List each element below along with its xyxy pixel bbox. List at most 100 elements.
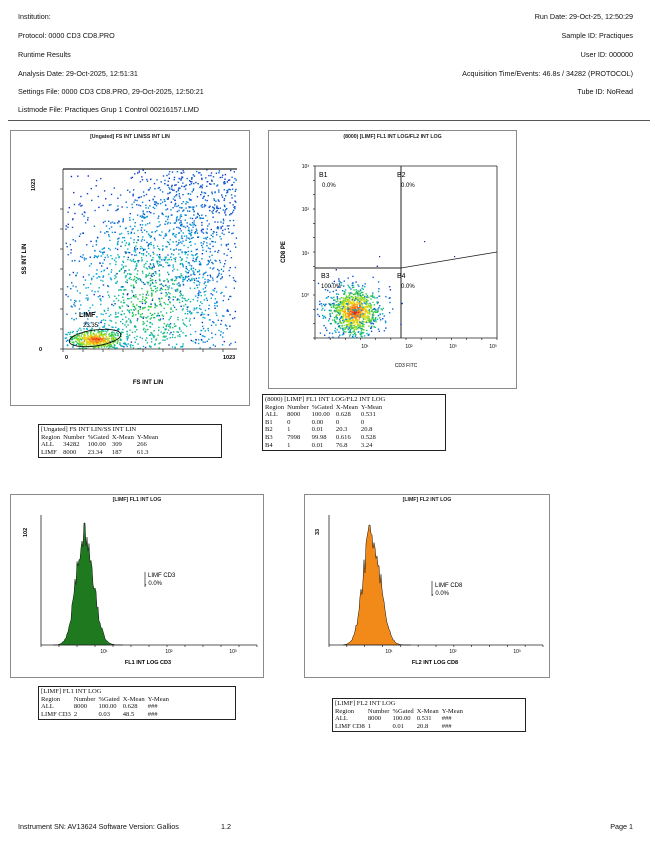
y-max-tick: 1023	[31, 179, 37, 191]
event-dot	[149, 205, 151, 207]
event-dot	[177, 204, 180, 207]
event-dot	[67, 223, 69, 225]
event-dot	[169, 327, 171, 329]
event-dot	[199, 172, 201, 174]
event-dot	[190, 234, 192, 237]
event-dot	[152, 298, 154, 300]
event-dot	[193, 182, 195, 185]
event-dot	[164, 258, 167, 260]
event-dot	[342, 318, 344, 320]
event-dot	[177, 189, 180, 191]
event-dot	[103, 333, 106, 335]
event-dot	[76, 338, 78, 340]
event-dot	[71, 260, 73, 262]
event-dot	[181, 262, 183, 265]
event-dot	[189, 324, 192, 326]
event-dot	[203, 283, 205, 285]
event-dot	[168, 186, 170, 189]
event-dot	[219, 176, 221, 179]
event-dot	[343, 307, 345, 309]
event-dot	[355, 311, 357, 313]
event-dot	[336, 314, 338, 316]
event-dot	[78, 343, 80, 345]
event-dot	[98, 206, 100, 209]
x-tick-3: 10³	[449, 344, 457, 350]
event-dot	[184, 303, 187, 306]
event-dot	[145, 193, 148, 196]
event-dot	[214, 221, 216, 223]
event-dot	[109, 249, 111, 251]
event-dot	[223, 219, 225, 222]
runtime-results-label: Runtime Results	[18, 50, 71, 59]
event-dot	[344, 327, 346, 329]
event-dot	[94, 346, 96, 349]
event-dot	[158, 221, 160, 223]
event-dot	[199, 263, 201, 266]
event-dot	[70, 305, 72, 307]
event-dot	[210, 293, 212, 295]
event-dot	[212, 321, 214, 323]
event-dot	[155, 287, 157, 290]
event-dot	[122, 292, 124, 295]
event-dot	[339, 313, 341, 315]
event-dot	[88, 274, 90, 276]
event-dot	[158, 326, 160, 329]
event-dot	[203, 196, 205, 198]
event-dot	[177, 331, 179, 333]
event-dot	[131, 228, 133, 231]
event-dot	[217, 275, 219, 277]
event-dot	[134, 269, 136, 271]
event-dot	[191, 237, 193, 239]
event-dot	[348, 303, 350, 305]
event-dot	[349, 286, 351, 289]
event-dot	[78, 347, 80, 349]
event-dot	[351, 314, 353, 317]
table-row: ALL 34282 100.00 309 266	[41, 441, 147, 449]
event-dot	[192, 267, 195, 269]
event-dot	[161, 259, 163, 261]
event-dot	[180, 172, 182, 174]
event-dot	[176, 283, 178, 285]
event-dot	[148, 253, 150, 255]
event-dot	[116, 272, 118, 275]
event-dot	[204, 317, 206, 319]
event-dot	[109, 239, 111, 242]
event-dot	[344, 328, 346, 330]
event-dot	[123, 302, 126, 304]
event-dot	[173, 323, 176, 325]
event-dot	[135, 314, 137, 316]
event-dot	[121, 264, 123, 266]
event-dot	[365, 309, 367, 311]
event-dot	[143, 264, 145, 266]
event-dot	[89, 337, 91, 339]
event-dot	[146, 260, 148, 263]
event-dot	[170, 307, 172, 309]
event-dot	[359, 314, 362, 316]
event-dot	[232, 209, 235, 211]
event-dot	[83, 311, 86, 314]
event-dot	[155, 338, 158, 340]
event-dot	[181, 275, 183, 277]
event-dot	[221, 276, 223, 279]
event-dot	[186, 308, 188, 311]
event-dot	[190, 267, 192, 270]
event-dot	[335, 315, 337, 318]
event-dot	[347, 318, 349, 320]
event-dot	[161, 213, 163, 215]
table-row: ALL 8000 100.00 0.628 0.531	[265, 411, 376, 419]
event-dot	[156, 289, 158, 292]
event-dot	[129, 334, 131, 336]
event-dot	[121, 331, 123, 333]
event-dot	[335, 269, 337, 271]
event-dot	[147, 305, 150, 308]
event-dot	[69, 274, 71, 276]
event-dot	[347, 310, 349, 313]
event-dot	[221, 232, 223, 234]
event-dot	[223, 189, 225, 191]
event-dot	[388, 312, 391, 314]
event-dot	[336, 296, 338, 298]
event-dot	[98, 340, 100, 342]
event-dot	[116, 316, 118, 318]
event-dot	[142, 307, 144, 309]
event-dot	[126, 279, 128, 281]
